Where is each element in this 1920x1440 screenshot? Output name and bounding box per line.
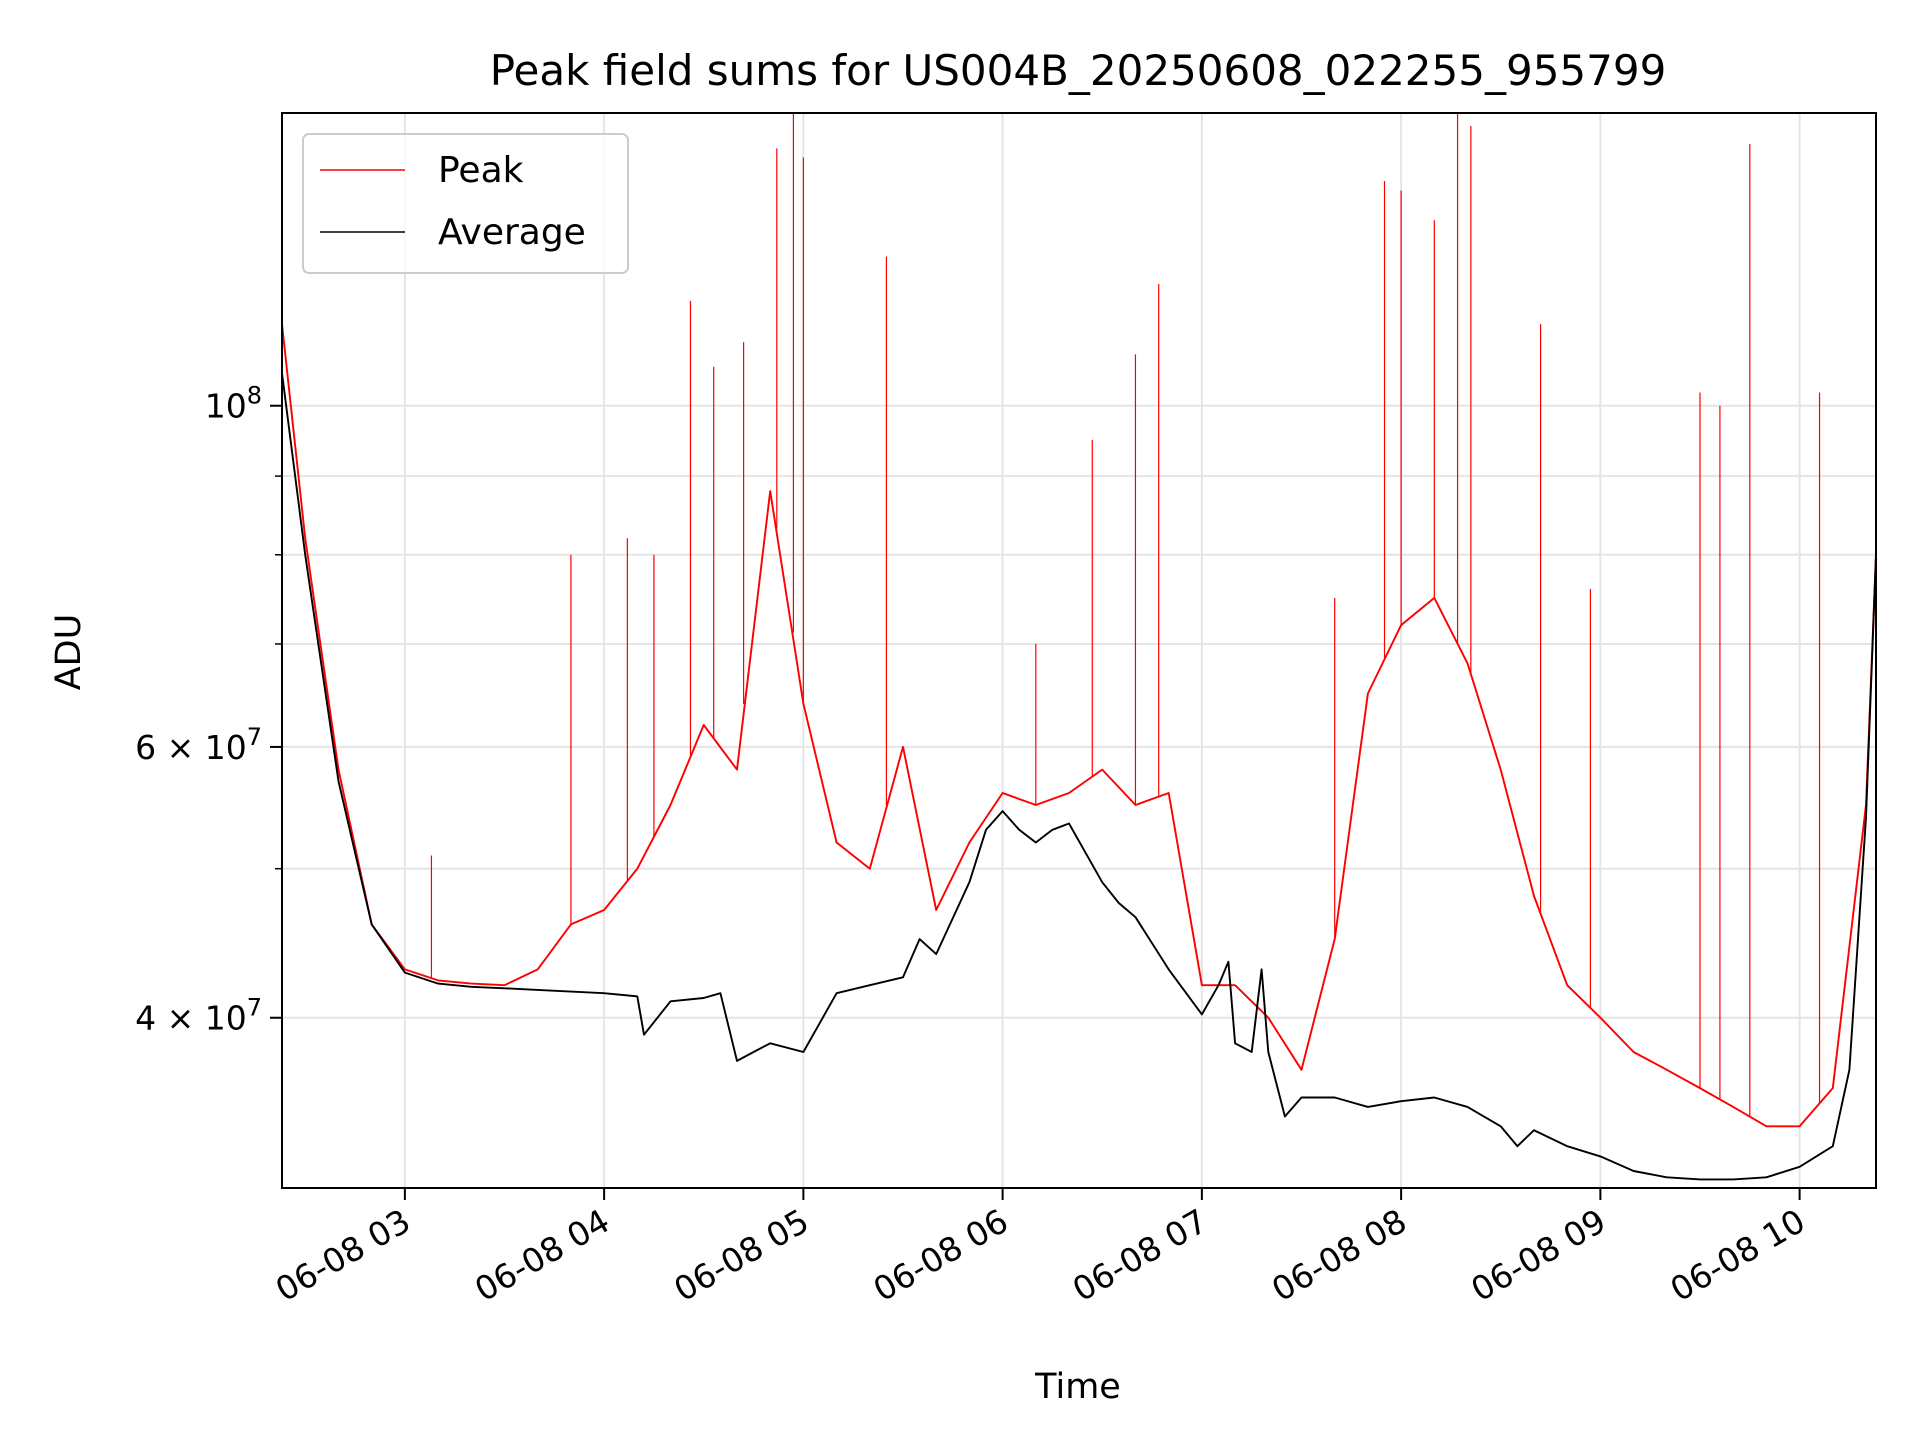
y-tick-label-exponent: 8 [247, 382, 262, 410]
y-tick-label-base: 10 [205, 387, 247, 426]
y-axis-label: ADU [49, 614, 89, 691]
y-tick-label-exponent: 7 [247, 994, 262, 1022]
series-line-peak [282, 323, 1876, 1128]
y-tick-label: 6 × 107 [135, 723, 262, 767]
chart-title: Peak field sums for US004B_20250608_0222… [490, 46, 1667, 95]
legend-box [302, 133, 629, 274]
plot-frame [281, 112, 1877, 1189]
legend: Peak Average [302, 133, 629, 274]
series-layer [282, 113, 1876, 1181]
legend-label-average: Average [438, 212, 586, 253]
y-tick-label-exponent: 7 [247, 723, 262, 751]
y-tick-label-base: 6 × 10 [135, 728, 247, 767]
y-tick-label: 4 × 107 [135, 994, 262, 1038]
y-tick-label-base: 4 × 10 [135, 999, 247, 1038]
legend-label-peak: Peak [438, 150, 524, 191]
y-tick-label: 108 [205, 382, 262, 426]
series-line-average [282, 372, 1876, 1181]
x-axis-label: Time [1034, 1367, 1121, 1407]
